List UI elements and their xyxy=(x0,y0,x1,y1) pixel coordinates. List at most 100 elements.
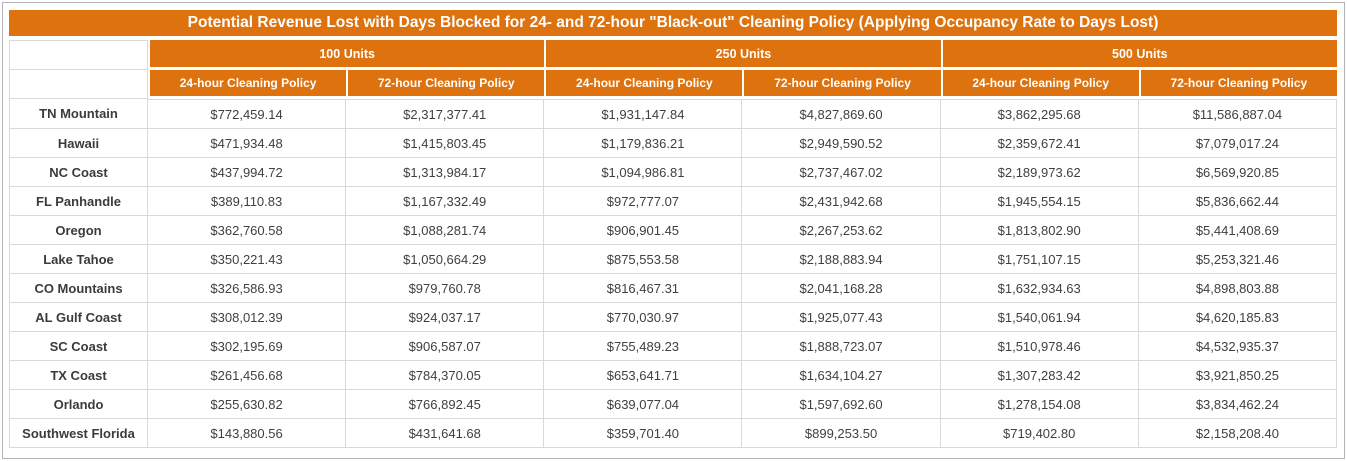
revenue-cell: $906,901.45 xyxy=(544,216,743,245)
corner-cell xyxy=(9,40,148,70)
revenue-cell: $1,179,836.21 xyxy=(544,129,743,158)
table-row: CO Mountains $326,586.93 $979,760.78 $816,4… xyxy=(9,274,1337,303)
revenue-cell: $1,088,281.74 xyxy=(346,216,545,245)
revenue-cell: $1,094,986.81 xyxy=(544,158,743,187)
revenue-cell: $875,553.58 xyxy=(544,245,743,274)
revenue-cell: $389,110.83 xyxy=(148,187,347,216)
revenue-cell: $653,641.71 xyxy=(544,361,743,390)
column-group-250-units: 250 Units xyxy=(544,40,941,70)
policy-header-row: 24-hour Cleaning Policy 72-hour Cleaning… xyxy=(9,70,1337,99)
revenue-cell: $4,620,185.83 xyxy=(1138,303,1337,332)
revenue-cell: $1,945,554.15 xyxy=(940,187,1139,216)
revenue-table: Potential Revenue Lost with Days Blocked… xyxy=(9,10,1337,448)
revenue-cell: $4,827,869.60 xyxy=(742,99,941,129)
revenue-cell: $2,188,883.94 xyxy=(742,245,941,274)
revenue-cell: $639,077.04 xyxy=(544,390,743,419)
corner-cell xyxy=(9,70,148,99)
table-row: NC Coast $437,994.72 $1,313,984.17 $1,094,9… xyxy=(9,158,1337,187)
table-row: Southwest Florida $143,880.56 $431,641.68 $… xyxy=(9,419,1337,448)
revenue-cell: $359,701.40 xyxy=(544,419,743,448)
revenue-cell: $1,632,934.63 xyxy=(940,274,1139,303)
row-label: Southwest Florida xyxy=(9,419,148,448)
revenue-cell: $1,415,803.45 xyxy=(346,129,545,158)
revenue-cell: $2,737,467.02 xyxy=(742,158,941,187)
header-250-24h: 24-hour Cleaning Policy xyxy=(544,70,743,99)
revenue-cell: $1,510,978.46 xyxy=(940,332,1139,361)
revenue-cell: $1,540,061.94 xyxy=(940,303,1139,332)
table-body: TN Mountain $772,459.14 $2,317,377.41 $1,93… xyxy=(9,99,1337,448)
revenue-cell: $1,925,077.43 xyxy=(742,303,941,332)
revenue-cell: $2,431,942.68 xyxy=(742,187,941,216)
revenue-cell: $350,221.43 xyxy=(148,245,347,274)
table-row: TX Coast $261,456.68 $784,370.05 $653,641.7… xyxy=(9,361,1337,390)
row-label: Orlando xyxy=(9,390,148,419)
column-group-100-units: 100 Units xyxy=(148,40,545,70)
revenue-cell: $772,459.14 xyxy=(148,99,347,129)
revenue-cell: $1,313,984.17 xyxy=(346,158,545,187)
revenue-cell: $143,880.56 xyxy=(148,419,347,448)
revenue-cell: $302,195.69 xyxy=(148,332,347,361)
revenue-cell: $2,267,253.62 xyxy=(742,216,941,245)
revenue-cell: $766,892.45 xyxy=(346,390,545,419)
revenue-cell: $437,994.72 xyxy=(148,158,347,187)
row-label: Hawaii xyxy=(9,129,148,158)
revenue-cell: $326,586.93 xyxy=(148,274,347,303)
revenue-cell: $1,634,104.27 xyxy=(742,361,941,390)
revenue-cell: $770,030.97 xyxy=(544,303,743,332)
row-label: CO Mountains xyxy=(9,274,148,303)
header-500-72h: 72-hour Cleaning Policy xyxy=(1138,70,1337,99)
revenue-cell: $1,307,283.42 xyxy=(940,361,1139,390)
revenue-cell: $2,041,168.28 xyxy=(742,274,941,303)
row-label: TN Mountain xyxy=(9,99,148,129)
revenue-cell: $1,813,802.90 xyxy=(940,216,1139,245)
revenue-cell: $1,888,723.07 xyxy=(742,332,941,361)
revenue-cell: $5,253,321.46 xyxy=(1138,245,1337,274)
revenue-cell: $899,253.50 xyxy=(742,419,941,448)
revenue-cell: $2,158,208.40 xyxy=(1138,419,1337,448)
table-row: Hawaii $471,934.48 $1,415,803.45 $1,179,836… xyxy=(9,129,1337,158)
revenue-cell: $1,931,147.84 xyxy=(544,99,743,129)
table-row: TN Mountain $772,459.14 $2,317,377.41 $1,93… xyxy=(9,99,1337,129)
revenue-cell: $719,402.80 xyxy=(940,419,1139,448)
header-500-24h: 24-hour Cleaning Policy xyxy=(940,70,1139,99)
row-label: Oregon xyxy=(9,216,148,245)
revenue-cell: $755,489.23 xyxy=(544,332,743,361)
table-row: AL Gulf Coast $308,012.39 $924,037.17 $770,… xyxy=(9,303,1337,332)
column-group-500-units: 500 Units xyxy=(940,40,1337,70)
revenue-cell: $906,587.07 xyxy=(346,332,545,361)
revenue-cell: $979,760.78 xyxy=(346,274,545,303)
header-250-72h: 72-hour Cleaning Policy xyxy=(742,70,941,99)
revenue-cell: $308,012.39 xyxy=(148,303,347,332)
table-row: FL Panhandle $389,110.83 $1,167,332.49 $972… xyxy=(9,187,1337,216)
row-label: FL Panhandle xyxy=(9,187,148,216)
revenue-cell: $4,898,803.88 xyxy=(1138,274,1337,303)
revenue-cell: $255,630.82 xyxy=(148,390,347,419)
revenue-cell: $5,836,662.44 xyxy=(1138,187,1337,216)
table-row: Orlando $255,630.82 $766,892.45 $639,077.04… xyxy=(9,390,1337,419)
revenue-cell: $3,834,462.24 xyxy=(1138,390,1337,419)
revenue-cell: $3,921,850.25 xyxy=(1138,361,1337,390)
revenue-cell: $362,760.58 xyxy=(148,216,347,245)
revenue-cell: $1,050,664.29 xyxy=(346,245,545,274)
revenue-cell: $1,751,107.15 xyxy=(940,245,1139,274)
revenue-cell: $471,934.48 xyxy=(148,129,347,158)
title-row: Potential Revenue Lost with Days Blocked… xyxy=(9,10,1337,40)
revenue-cell: $6,569,920.85 xyxy=(1138,158,1337,187)
revenue-cell: $5,441,408.69 xyxy=(1138,216,1337,245)
header-100-24h: 24-hour Cleaning Policy xyxy=(148,70,347,99)
revenue-cell: $3,862,295.68 xyxy=(940,99,1139,129)
header-100-72h: 72-hour Cleaning Policy xyxy=(346,70,545,99)
row-label: NC Coast xyxy=(9,158,148,187)
revenue-cell: $11,586,887.04 xyxy=(1138,99,1337,129)
revenue-cell: $816,467.31 xyxy=(544,274,743,303)
revenue-cell: $2,949,590.52 xyxy=(742,129,941,158)
revenue-cell: $7,079,017.24 xyxy=(1138,129,1337,158)
table-title: Potential Revenue Lost with Days Blocked… xyxy=(9,10,1337,40)
revenue-cell: $1,278,154.08 xyxy=(940,390,1139,419)
revenue-cell: $1,597,692.60 xyxy=(742,390,941,419)
table-row: Lake Tahoe $350,221.43 $1,050,664.29 $875,5… xyxy=(9,245,1337,274)
row-label: Lake Tahoe xyxy=(9,245,148,274)
table-row: SC Coast $302,195.69 $906,587.07 $755,489.2… xyxy=(9,332,1337,361)
row-label: AL Gulf Coast xyxy=(9,303,148,332)
revenue-cell: $2,317,377.41 xyxy=(346,99,545,129)
